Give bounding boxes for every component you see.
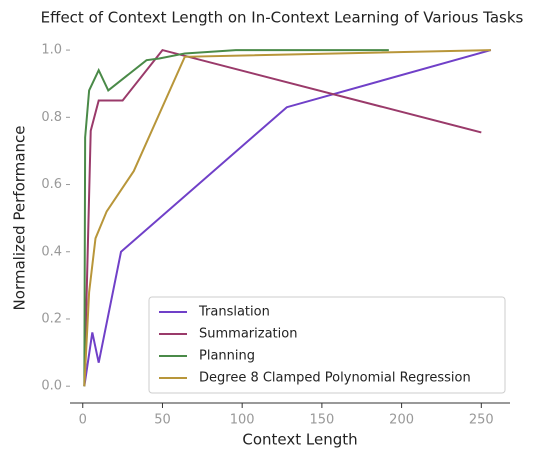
- x-tick-label: 50: [154, 413, 171, 428]
- series-line: [83, 49, 389, 387]
- series-line: [83, 49, 492, 387]
- x-tick-label: 100: [230, 413, 255, 428]
- series-line: [83, 48, 482, 387]
- y-tick-label: 0.4: [41, 244, 62, 259]
- y-tick-label: 1.0: [41, 43, 62, 58]
- x-tick-label: 250: [469, 413, 494, 428]
- y-tick-label: 0.2: [41, 311, 62, 326]
- x-tick-label: 200: [389, 413, 414, 428]
- x-tick-label: 0: [79, 413, 87, 428]
- x-axis-label: Context Length: [242, 431, 357, 449]
- x-tick-label: 150: [309, 413, 334, 428]
- y-tick-label: 0.6: [41, 177, 62, 192]
- series-line: [83, 49, 491, 387]
- y-tick-label: 0.0: [41, 379, 62, 394]
- legend-label: Translation: [198, 305, 270, 320]
- y-tick-label: 0.8: [41, 110, 62, 125]
- legend-box: [148, 296, 506, 394]
- y-axis-label: Normalized Performance: [11, 126, 29, 311]
- legend-label: Planning: [199, 349, 255, 364]
- legend-label: Summarization: [199, 327, 297, 342]
- legend: Translation Summarization Planning Degree 8…: [148, 296, 506, 394]
- legend-label: Degree 8 Clamped Polynomial Regression: [199, 371, 471, 386]
- chart-title: Effect of Context Length on In-Context L…: [41, 9, 524, 27]
